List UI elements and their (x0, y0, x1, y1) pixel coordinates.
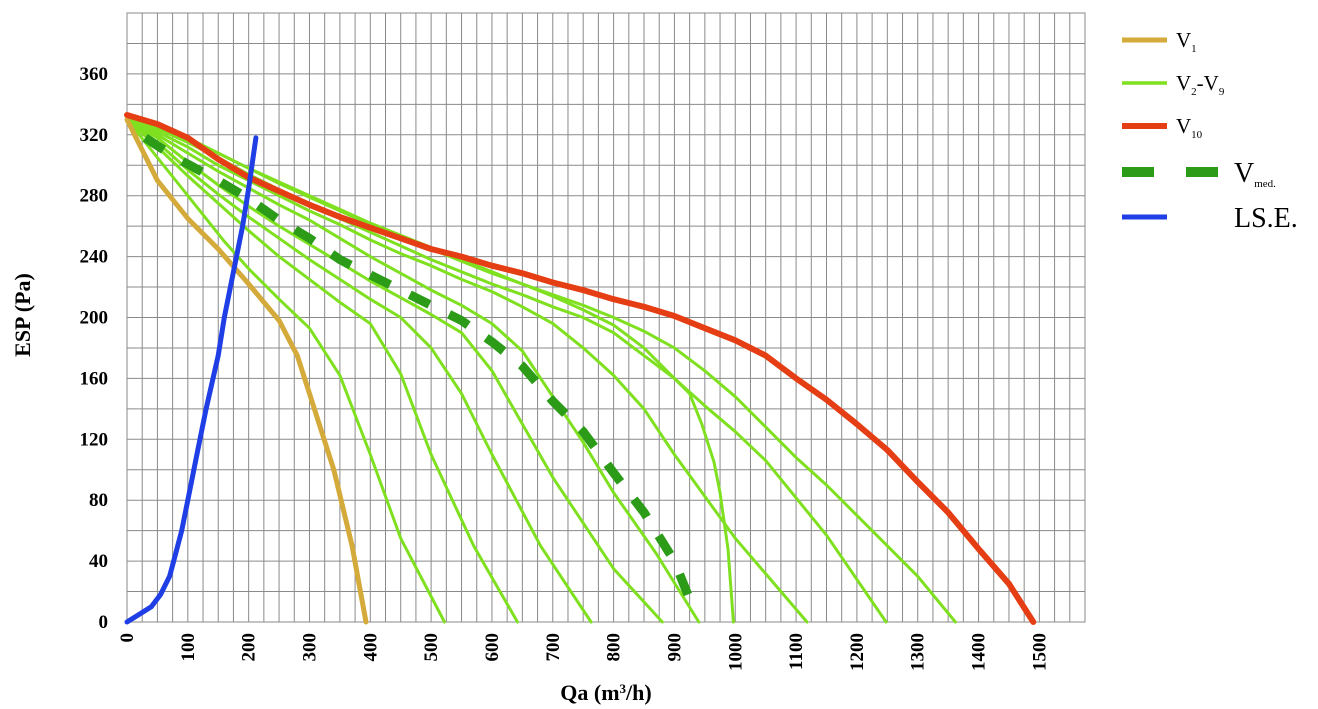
y-tick-label: 320 (80, 125, 109, 146)
series-line-v2_v9 (125, 118, 446, 624)
legend-item-v10: V10 (1122, 114, 1203, 141)
y-axis-ticks: 0 40 80 120 160 200 240 280 320 360 (80, 64, 109, 633)
series-line-lse (124, 135, 259, 625)
y-tick-label: 120 (80, 429, 109, 450)
x-axis-title: Qa (m3/h) (560, 680, 651, 705)
legend-item-vmed: Vmed. (1122, 158, 1276, 190)
x-tick-label: 0 (117, 633, 138, 643)
y-tick-label: 160 (80, 368, 109, 389)
y-tick-label: 280 (80, 186, 109, 207)
x-tick-label: 900 (664, 633, 685, 662)
series-line-v2_v9 (125, 118, 735, 624)
legend-label: V10 (1176, 114, 1203, 141)
legend: V1 V2-V9 V10 Vmed. LS.E. (1122, 28, 1298, 234)
y-tick-label: 200 (80, 308, 109, 329)
series-line-v2_v9 (125, 118, 519, 624)
x-tick-label: 500 (421, 633, 442, 662)
x-tick-label: 1200 (847, 633, 868, 671)
legend-item-v2_v9: V2-V9 (1122, 71, 1225, 98)
legend-label: Vmed. (1234, 158, 1276, 190)
series-line-v10 (124, 112, 1037, 625)
y-tick-label: 0 (99, 612, 109, 633)
series-line-v2_v9 (125, 118, 593, 624)
x-tick-label: 1100 (786, 633, 807, 670)
x-tick-label: 800 (604, 633, 625, 662)
x-tick-label: 700 (543, 633, 564, 662)
series-line-v2_v9 (125, 118, 664, 624)
x-axis-ticks: 0 100 200 300 400 500 600 700 800 900 1000 1100 1200… (117, 633, 1050, 671)
grid (126, 12, 1086, 623)
y-tick-label: 80 (89, 490, 108, 511)
x-tick-label: 100 (178, 633, 199, 662)
x-tick-label: 200 (239, 633, 260, 662)
x-tick-label: 400 (360, 633, 381, 662)
legend-item-lse: LS.E. (1122, 203, 1298, 234)
x-tick-label: 1000 (725, 633, 746, 671)
x-tick-label: 300 (299, 633, 320, 662)
series-layer (124, 112, 1037, 625)
legend-label: LS.E. (1234, 203, 1298, 234)
legend-item-v1: V1 (1122, 28, 1197, 55)
series-line-v2_v9 (125, 118, 701, 624)
x-tick-label: 1400 (969, 633, 990, 671)
legend-label: V1 (1176, 28, 1197, 55)
y-axis-title: ESP (Pa) (10, 273, 35, 357)
x-tick-label: 1300 (908, 633, 929, 671)
series-line-v2_v9 (125, 118, 809, 624)
x-tick-label: 1500 (1029, 633, 1050, 671)
x-tick-label: 600 (482, 633, 503, 662)
y-tick-label: 240 (80, 247, 109, 268)
legend-label: V2-V9 (1176, 71, 1225, 98)
y-tick-label: 40 (89, 551, 108, 572)
series-line-vmed (142, 134, 700, 617)
series-line-v2_v9 (125, 118, 888, 624)
series-line-v1 (124, 117, 369, 625)
y-tick-label: 360 (80, 64, 109, 85)
